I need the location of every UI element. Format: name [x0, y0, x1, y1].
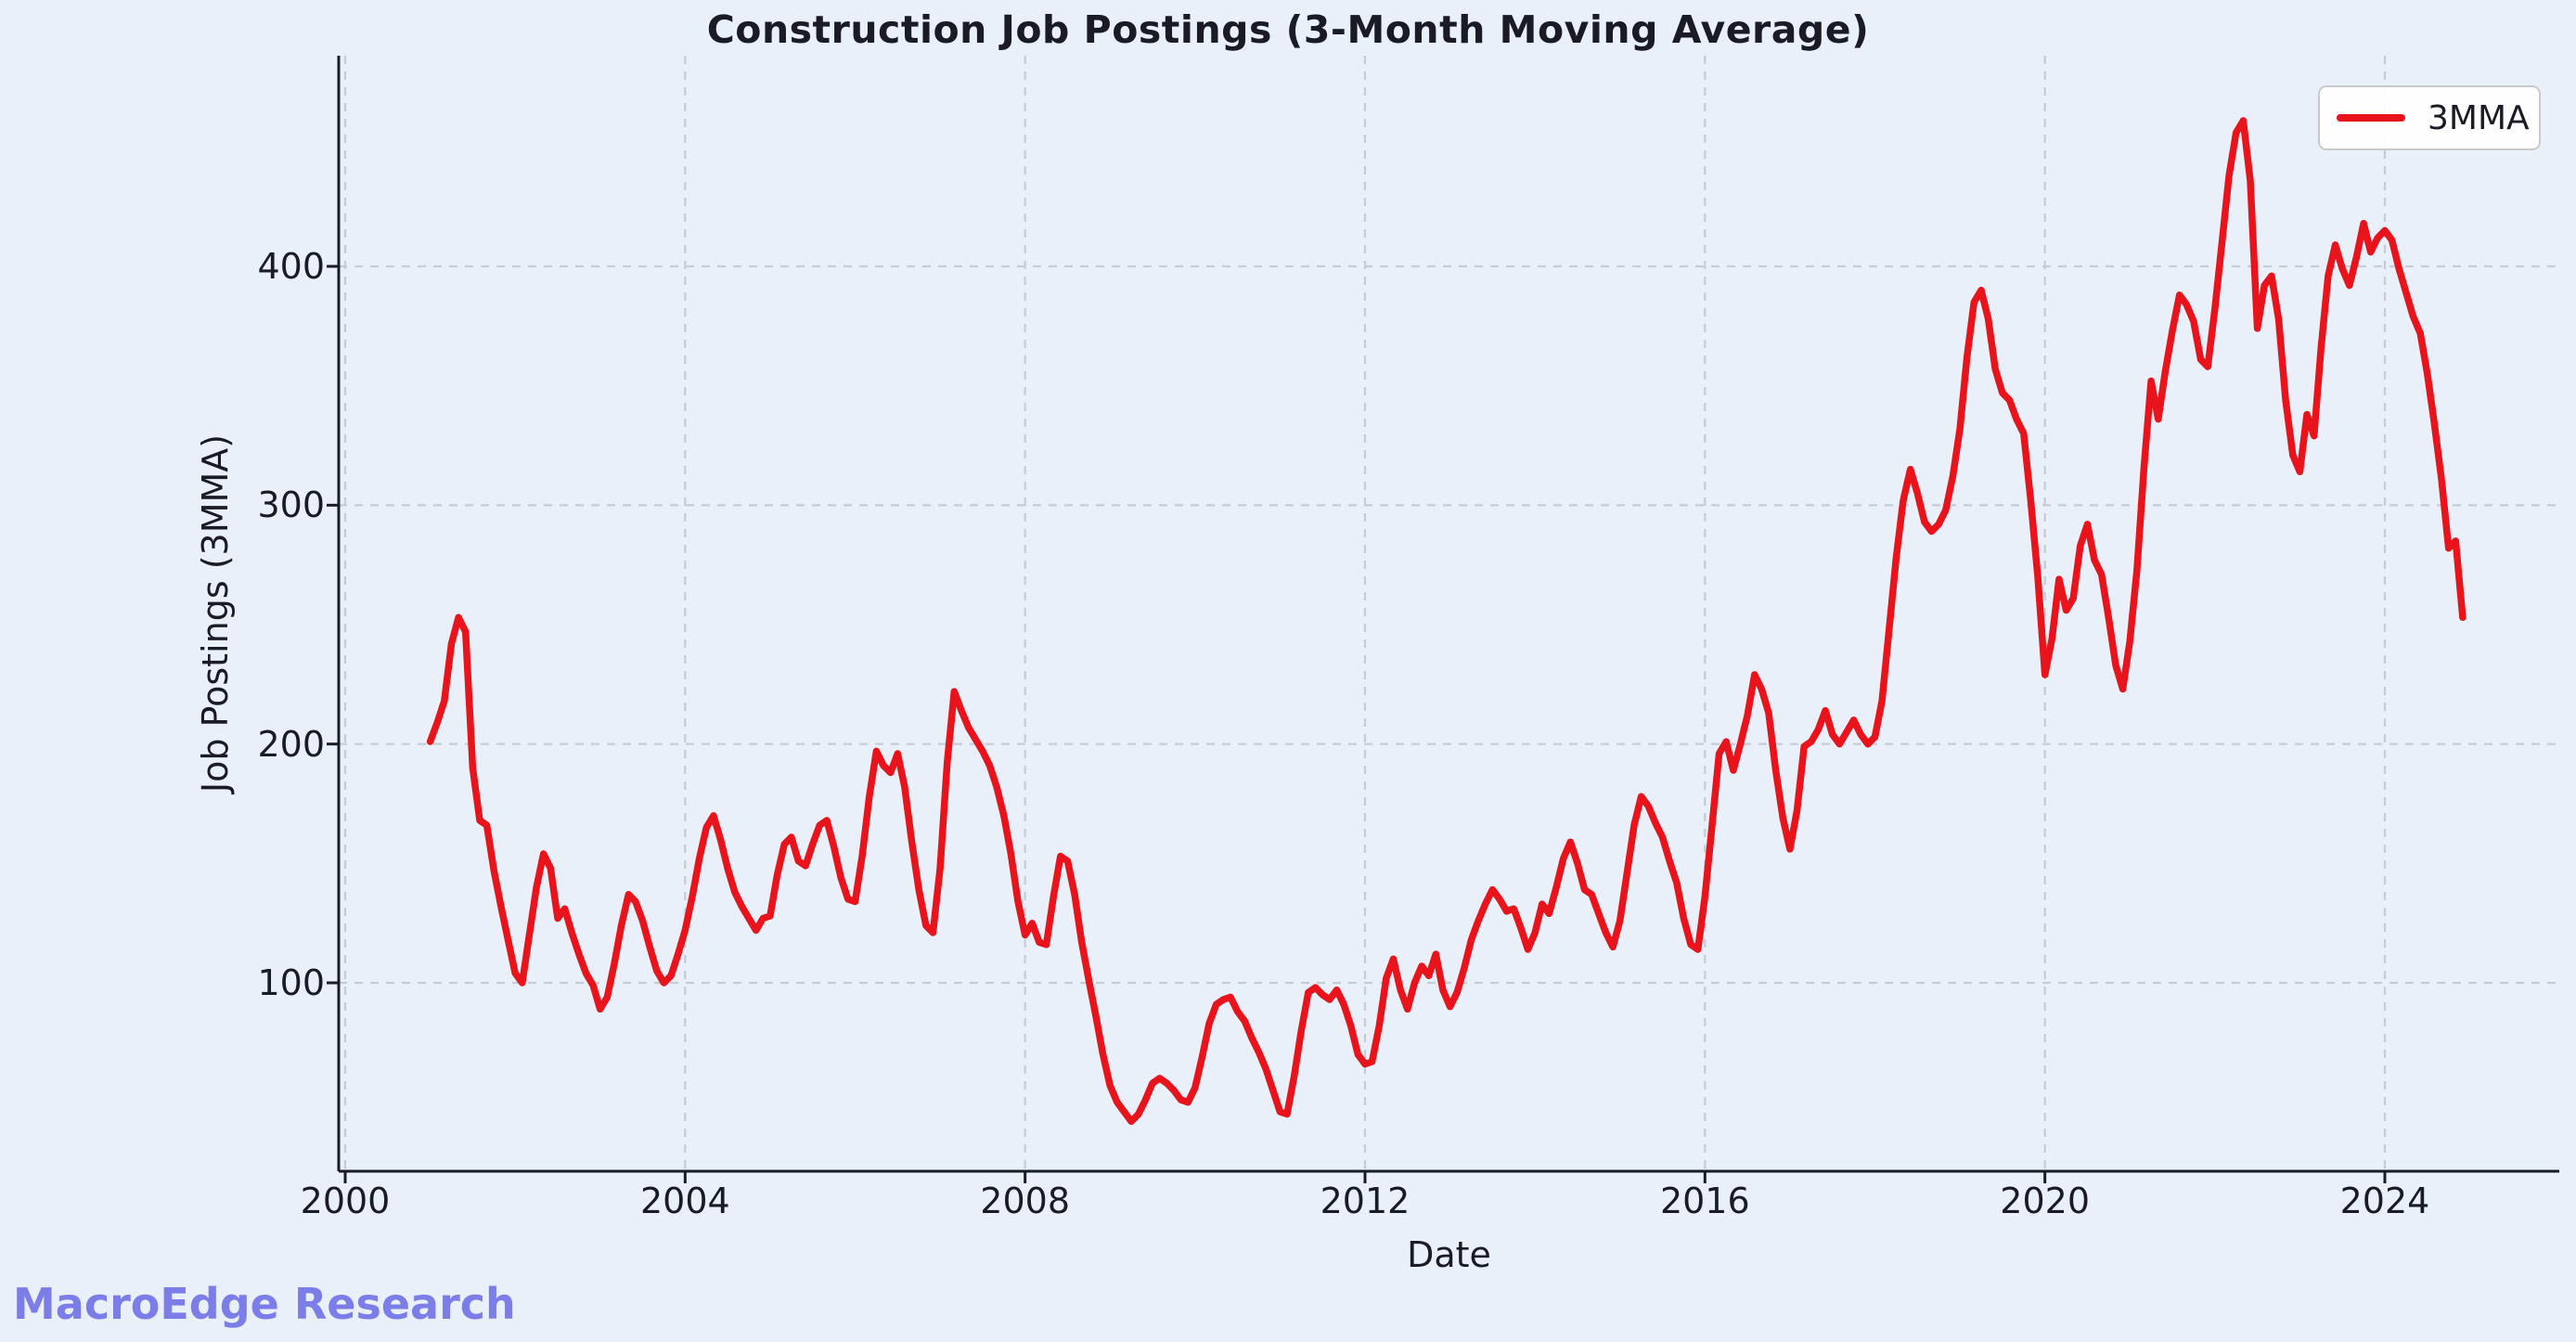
x-tick-label: 2000 [300, 1181, 391, 1221]
y-tick-label: 300 [257, 484, 325, 526]
watermark-brand: MacroEdge Research [13, 1279, 516, 1329]
x-tick-label: 2024 [2339, 1181, 2430, 1221]
legend-label: 3MMA [2428, 98, 2530, 137]
x-tick-label: 2004 [639, 1181, 730, 1221]
x-axis-label: Date [1407, 1234, 1491, 1275]
x-tick-label: 2008 [980, 1181, 1071, 1221]
y-tick-label: 400 [257, 246, 325, 287]
legend-line-swatch [2337, 114, 2405, 122]
legend: 3MMA [2318, 85, 2541, 150]
y-tick-label: 100 [257, 962, 325, 1003]
y-tick-label: 200 [257, 723, 325, 765]
x-tick-label: 2020 [2000, 1181, 2091, 1221]
x-tick-label: 2012 [1320, 1181, 1410, 1221]
x-tick-label: 2016 [1659, 1181, 1750, 1221]
chart-title: Construction Job Postings (3-Month Movin… [706, 7, 1870, 52]
